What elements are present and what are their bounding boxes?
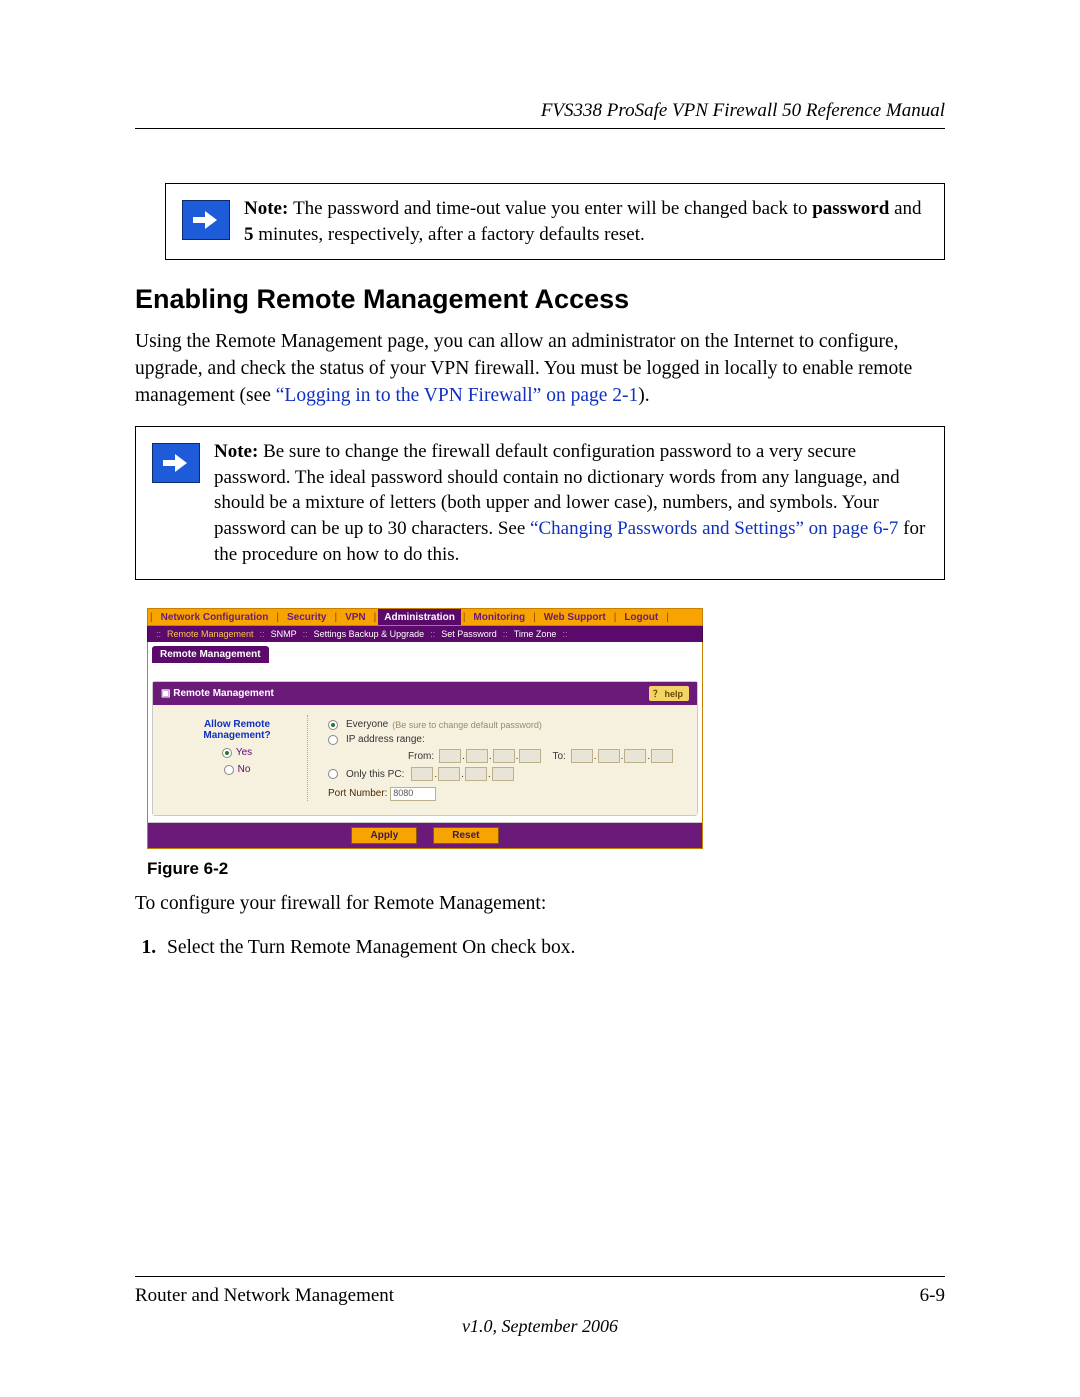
reset-button[interactable]: Reset (433, 827, 498, 844)
subtab-backup[interactable]: Settings Backup & Upgrade (314, 629, 425, 639)
footer-page-number: 6-9 (920, 1285, 945, 1307)
tab-web-support[interactable]: Web Support (538, 609, 612, 625)
from-ip-1[interactable] (439, 749, 461, 763)
subtab-remote-mgmt[interactable]: Remote Management (167, 629, 254, 639)
tab-vpn[interactable]: VPN (339, 609, 372, 625)
footer-chapter: Router and Network Management (135, 1285, 394, 1307)
radio-yes-label: Yes (236, 747, 252, 758)
to-ip-2[interactable] (598, 749, 620, 763)
note1-bold2: 5 (244, 224, 254, 245)
everyone-hint: (Be sure to change default password) (392, 720, 542, 730)
note1-l2b: minutes, respectively, after a factory d… (254, 224, 645, 245)
help-button[interactable]: ？ help (649, 686, 689, 701)
tab-monitoring[interactable]: Monitoring (467, 609, 531, 625)
after-figure-intro: To configure your firewall for Remote Ma… (135, 891, 945, 918)
port-label: Port Number: (328, 788, 387, 799)
note-box-1: Note: The password and time-out value yo… (165, 183, 945, 260)
running-header: FVS338 ProSafe VPN Firewall 50 Reference… (135, 100, 945, 122)
note2-text: Note: Be sure to change the firewall def… (214, 439, 930, 567)
pc-ip-1[interactable] (411, 767, 433, 781)
radio-no-label: No (238, 764, 251, 775)
radio-only-this-pc[interactable] (328, 769, 338, 779)
subtab-snmp[interactable]: SNMP (271, 629, 297, 639)
radio-everyone-label: Everyone (346, 719, 388, 730)
to-ip-1[interactable] (571, 749, 593, 763)
subtab-set-password[interactable]: Set Password (441, 629, 497, 639)
note2-prefix: Note: (214, 441, 263, 462)
pc-ip-4[interactable] (492, 767, 514, 781)
sub-tabs: ::Remote Management ::SNMP ::Settings Ba… (147, 626, 703, 642)
page-pill: Remote Management (152, 646, 269, 663)
radio-ip-range[interactable] (328, 735, 338, 745)
radio-ip-range-label: IP address range: (346, 734, 425, 745)
radio-everyone[interactable] (328, 720, 338, 730)
footer-rule (135, 1276, 945, 1277)
from-ip-2[interactable] (466, 749, 488, 763)
allow-remote-label-1: Allow Remote (167, 719, 307, 730)
tab-administration[interactable]: Administration (378, 609, 461, 625)
pc-ip-3[interactable] (465, 767, 487, 781)
apply-button[interactable]: Apply (351, 827, 417, 844)
note1-bold1: password (812, 198, 889, 219)
tab-security[interactable]: Security (281, 609, 332, 625)
pc-ip-2[interactable] (438, 767, 460, 781)
link-changing-passwords[interactable]: “Changing Passwords and Settings” on pag… (530, 518, 898, 539)
main-tabs: | Network Configuration| Security| VPN| … (147, 608, 703, 626)
step-1: Select the Turn Remote Management On che… (161, 934, 945, 961)
from-ip-4[interactable] (519, 749, 541, 763)
to-label: To: (552, 751, 565, 762)
remote-mgmt-panel: ▣ Remote Management ？ help Allow Remote … (152, 681, 698, 816)
header-rule (135, 128, 945, 129)
tab-network-config[interactable]: Network Configuration (155, 609, 275, 625)
figure-caption: Figure 6-2 (147, 859, 945, 879)
allow-remote-group: Allow Remote Management? Yes No (167, 715, 307, 801)
note1-prefix: Note: (244, 198, 293, 219)
from-label: From: (408, 751, 434, 762)
allow-remote-label-2: Management? (167, 730, 307, 741)
arrow-icon (152, 443, 200, 483)
link-logging-in[interactable]: “Logging in to the VPN Firewall” on page… (276, 385, 639, 406)
footer-version: v1.0, September 2006 (0, 1316, 1080, 1337)
note1-l1a: The password and time-out value you ente… (293, 198, 812, 219)
arrow-icon (182, 200, 230, 240)
port-input[interactable]: 8080 (390, 787, 436, 801)
from-ip-3[interactable] (493, 749, 515, 763)
to-ip-3[interactable] (624, 749, 646, 763)
section-heading: Enabling Remote Management Access (135, 284, 945, 315)
intro-paragraph: Using the Remote Management page, you ca… (135, 329, 945, 410)
radio-yes[interactable] (222, 748, 232, 758)
to-ip-4[interactable] (651, 749, 673, 763)
panel-title: ▣ Remote Management (161, 688, 274, 699)
note1-l2a: and (889, 198, 921, 219)
subtab-time-zone[interactable]: Time Zone (514, 629, 557, 639)
note-box-2: Note: Be sure to change the firewall def… (135, 426, 945, 580)
para1b: ). (638, 385, 649, 406)
radio-only-pc-label: Only this PC: (346, 769, 404, 780)
tab-logout[interactable]: Logout (618, 609, 664, 625)
button-bar: Apply Reset (148, 822, 702, 848)
note1-text: Note: The password and time-out value yo… (244, 196, 930, 247)
radio-no[interactable] (224, 765, 234, 775)
steps-list: Select the Turn Remote Management On che… (135, 934, 945, 961)
ui-screenshot: | Network Configuration| Security| VPN| … (147, 608, 703, 849)
